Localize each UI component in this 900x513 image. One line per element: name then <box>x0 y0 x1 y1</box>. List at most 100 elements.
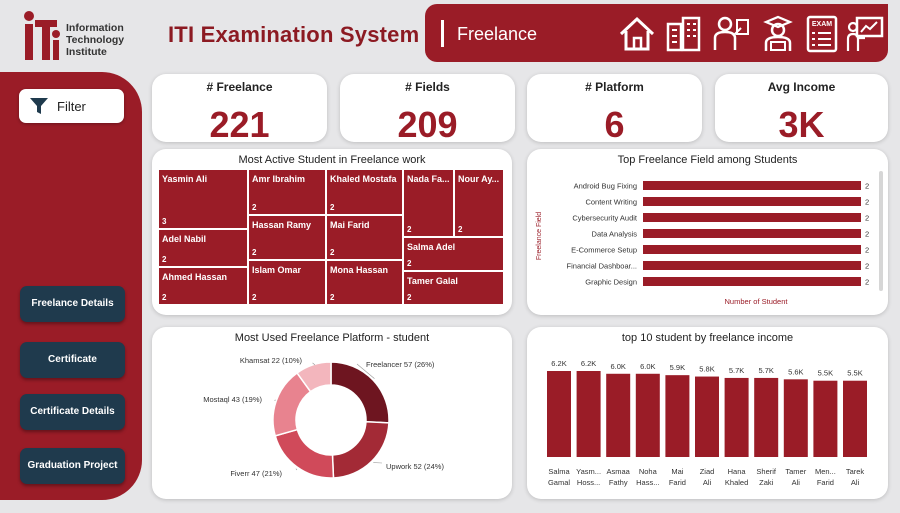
leader-line <box>295 468 298 471</box>
kpi-label: Avg Income <box>767 80 836 94</box>
platform-donut-chart: Freelancer 57 (26%) Upwork 52 (24%) Fiverr… <box>203 356 444 479</box>
donut-slice <box>330 361 390 424</box>
kpi-label: # Platform <box>585 80 644 94</box>
category-label: Asmaa <box>607 467 631 476</box>
category-label: Ali <box>792 478 801 487</box>
certificate-details-button[interactable]: Certificate Details <box>20 394 125 430</box>
panel-title: Top Freelance Field among Students <box>617 154 798 166</box>
category-label: Graphic Design <box>585 278 637 287</box>
category-label: Gamal <box>548 478 570 487</box>
kpi-value: 3K <box>778 104 825 145</box>
data-label: 2 <box>865 278 869 287</box>
scrollbar[interactable] <box>879 171 883 291</box>
data-label: 6.2K <box>551 359 566 368</box>
section-header: Freelance EXAM <box>425 4 888 62</box>
bar <box>754 377 779 457</box>
data-label: 6.0K <box>610 362 625 371</box>
bar <box>665 375 690 457</box>
category-label: Sherif <box>756 467 777 476</box>
slice-label: Fiverr 47 (21%) <box>230 469 282 478</box>
kpi-value: 221 <box>209 104 270 145</box>
treemap-panel: Most Active Student in Freelance work Ya… <box>152 149 512 315</box>
donut-slice <box>274 428 335 479</box>
iti-logo-mark <box>24 11 60 60</box>
category-label: Tarek <box>846 467 865 476</box>
category-label: Ziad <box>700 467 715 476</box>
graduation-project-button[interactable]: Graduation Project <box>20 448 125 484</box>
bar <box>635 373 660 457</box>
donut-slice <box>295 361 332 393</box>
filter-button[interactable]: Filter <box>19 89 124 123</box>
category-label: Tamer <box>785 467 806 476</box>
bar <box>547 371 571 457</box>
data-label: 2 <box>865 198 869 207</box>
category-label: Financial Dashboar... <box>567 262 637 271</box>
category-label: Mai <box>671 467 683 476</box>
data-label: 5.6K <box>788 367 803 376</box>
income-chart-panel: top 10 student by freelance income 6.2K S… <box>527 327 888 499</box>
treemap-tile[interactable]: Khaled Mostafa 2 <box>326 169 403 215</box>
data-label: 2 <box>865 230 869 239</box>
category-label: Ali <box>703 478 712 487</box>
bar <box>643 277 861 286</box>
kpi-fields-card: # Fields 209 <box>340 74 515 145</box>
category-label: Khaled <box>725 478 748 487</box>
category-label: Farid <box>817 478 834 487</box>
slice-label: Freelancer 57 (26%) <box>366 360 435 369</box>
treemap-tile[interactable]: Ahmed Hassan 2 <box>158 267 248 305</box>
data-label: 5.5K <box>818 369 833 378</box>
treemap-tile[interactable]: Tamer Galal 2 <box>403 271 504 305</box>
field-chart-panel: Top Freelance Field among Students Andro… <box>527 149 888 315</box>
bar <box>643 213 861 222</box>
bar <box>576 371 601 457</box>
leader-line <box>356 363 375 379</box>
data-label: 5.5K <box>847 369 862 378</box>
treemap-tile[interactable]: Nour Ay... 2 <box>454 169 504 237</box>
certificate-button[interactable]: Certificate <box>20 342 125 378</box>
panel-title: top 10 student by freelance income <box>621 332 794 344</box>
logo-text: Information Technology Institute <box>66 22 125 58</box>
student-icon[interactable] <box>758 14 798 54</box>
data-label: 5.9K <box>670 363 685 372</box>
iti-logo: Information Technology Institute <box>20 8 130 64</box>
bar <box>643 197 861 206</box>
field-bar-chart: Android Bug Fixing 2 Content Writing 2 Cyber… <box>536 181 869 306</box>
bar <box>724 377 749 457</box>
treemap-tile[interactable]: Adel Nabil 2 <box>158 229 248 267</box>
category-label: Farid <box>669 478 686 487</box>
panel-title: Most Used Freelance Platform - student <box>234 332 430 344</box>
buildings-icon[interactable] <box>664 14 704 54</box>
kpi-value: 209 <box>397 104 458 145</box>
divider <box>441 20 444 47</box>
exam-icon[interactable]: EXAM <box>803 14 843 54</box>
y-axis-label: Freelance Field <box>536 212 543 260</box>
x-axis-label: Number of Student <box>725 297 789 306</box>
category-label: Men... <box>815 467 836 476</box>
data-label: 6.0K <box>640 362 655 371</box>
instructor-icon[interactable] <box>711 14 751 54</box>
kpi-platform-card: # Platform 6 <box>527 74 702 145</box>
bar <box>643 245 861 254</box>
section-title: Freelance <box>457 24 538 44</box>
treemap-tile[interactable]: Salma Adel 2 <box>403 237 504 271</box>
treemap-tile[interactable]: Mai Farid 2 <box>326 215 403 260</box>
kpi-label: # Freelance <box>206 80 273 94</box>
slice-label: Khamsat 22 (10%) <box>240 356 303 365</box>
treemap-tile[interactable]: Mona Hassan 2 <box>326 260 403 305</box>
presentation-icon[interactable] <box>845 14 885 54</box>
category-label: Hoss... <box>577 478 600 487</box>
bar <box>606 373 631 457</box>
freelance-details-button[interactable]: Freelance Details <box>20 286 125 322</box>
treemap-tile[interactable]: Yasmin Ali 3 <box>158 169 248 229</box>
treemap-tile[interactable]: Hassan Ramy 2 <box>248 215 326 260</box>
bar <box>643 261 861 270</box>
bar <box>695 376 719 457</box>
category-label: E-Commerce Setup <box>571 246 637 255</box>
treemap-tile[interactable]: Amr Ibrahim 2 <box>248 169 326 215</box>
treemap-tile[interactable]: Nada Fa... 2 <box>403 169 454 237</box>
data-label: 2 <box>865 246 869 255</box>
home-icon[interactable] <box>617 14 657 54</box>
category-label: Fathy <box>609 478 628 487</box>
kpi-freelance-card: # Freelance 221 <box>152 74 327 145</box>
treemap-tile[interactable]: Islam Omar 2 <box>248 260 326 305</box>
